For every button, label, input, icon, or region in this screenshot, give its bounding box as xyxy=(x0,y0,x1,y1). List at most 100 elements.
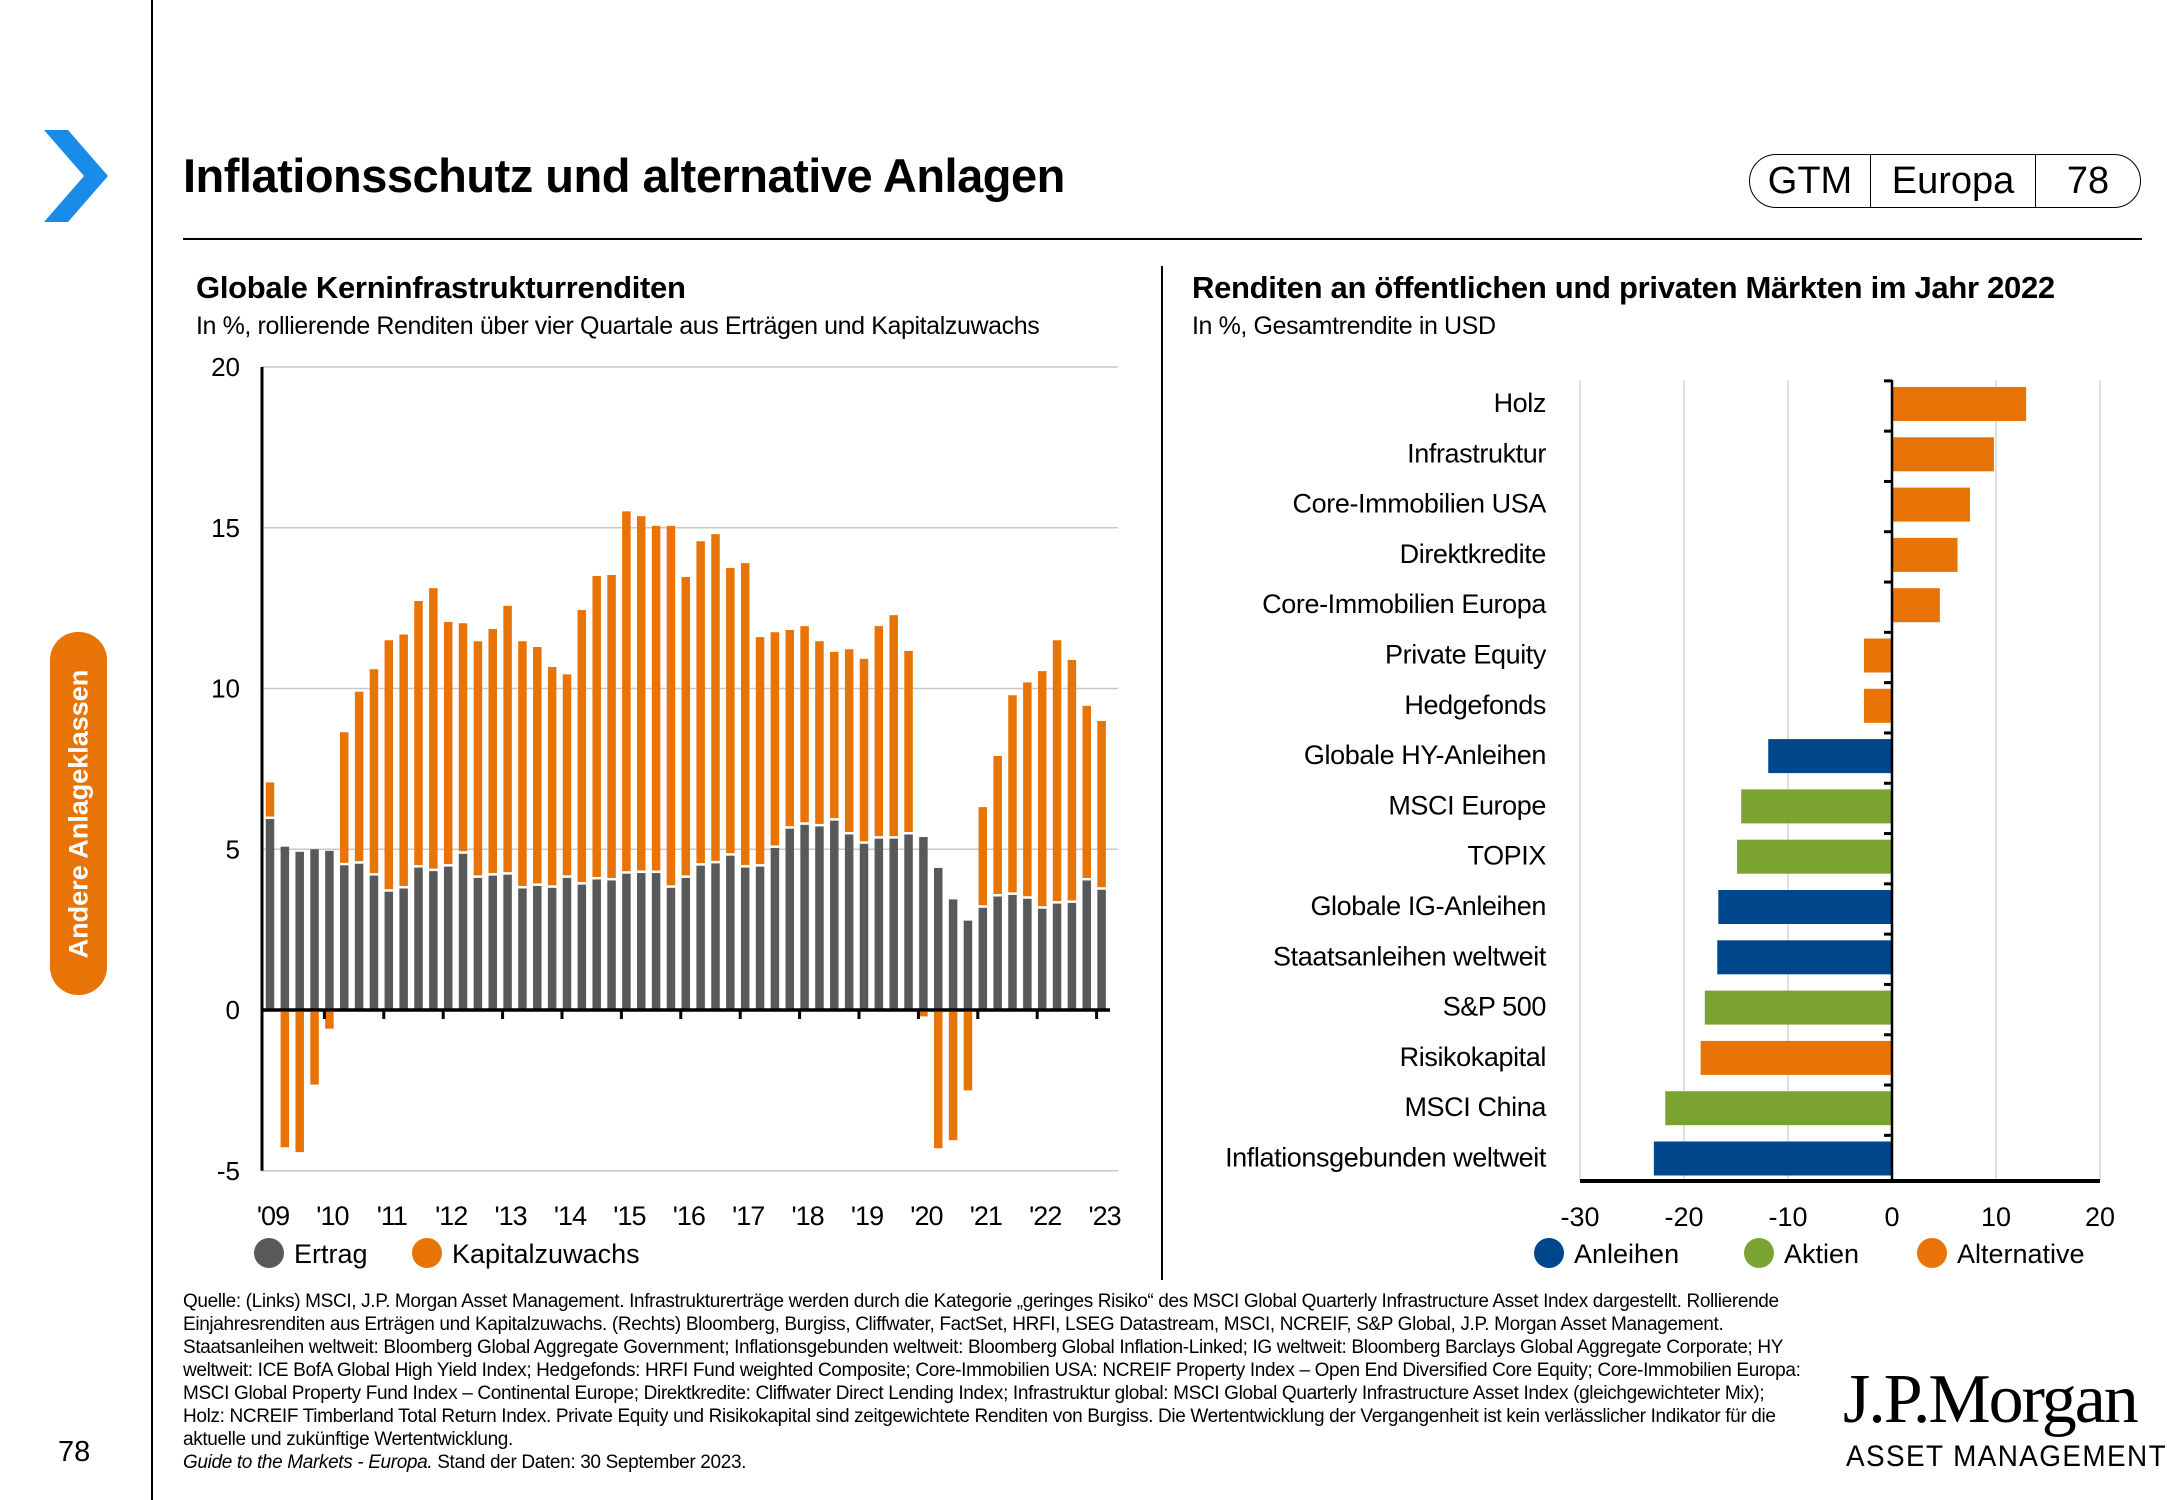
chevron-right-icon[interactable] xyxy=(40,130,112,222)
right-chart-subtitle: In %, Gesamtrendite in USD xyxy=(1192,312,1496,340)
bar-kapitalzuwachs xyxy=(325,1012,334,1029)
bar-ertrag xyxy=(844,834,854,1010)
bar-ertrag xyxy=(919,837,928,1010)
category-label: Holz xyxy=(1494,388,1546,418)
bar-kapitalzuwachs xyxy=(607,575,616,878)
left-chart-title: Globale Kerninfrastrukturrenditen xyxy=(196,270,686,305)
bar-kapitalzuwachs xyxy=(815,641,824,824)
bar-kapitalzuwachs xyxy=(919,1012,928,1017)
bar-ertrag xyxy=(1052,903,1062,1010)
bar-ertrag xyxy=(770,847,780,1010)
bar-kapitalzuwachs xyxy=(1052,640,1062,902)
x-tick-label: '18 xyxy=(792,1201,824,1231)
bar-ertrag xyxy=(815,826,824,1010)
y-tick-label: 20 xyxy=(211,352,240,382)
bar-kapitalzuwachs xyxy=(1097,720,1106,888)
pill-region: Europa xyxy=(1870,155,2036,207)
bar-ertrag xyxy=(622,873,631,1010)
bar-ertrag xyxy=(533,885,542,1010)
legend-marker-alternative xyxy=(1917,1238,1947,1268)
category-label: Private Equity xyxy=(1385,640,1547,670)
bar-kapitalzuwachs xyxy=(978,807,988,906)
bar-direktkredite xyxy=(1892,537,1958,572)
bar-ertrag xyxy=(325,850,334,1010)
footnote-guide: Guide to the Markets - Europa. xyxy=(183,1452,433,1473)
bar-kapitalzuwachs xyxy=(443,621,453,865)
y-tick-label: 15 xyxy=(211,513,240,543)
bar-ertrag xyxy=(1067,902,1077,1010)
bar-kapitalzuwachs xyxy=(637,516,646,871)
bar-kapitalzuwachs xyxy=(726,567,735,854)
bar-ertrag xyxy=(399,888,408,1010)
bar-kapitalzuwachs xyxy=(369,669,379,874)
bar-kapitalzuwachs xyxy=(800,626,809,823)
bar-ertrag xyxy=(859,843,869,1010)
bar-kapitalzuwachs xyxy=(399,634,408,886)
bar-ertrag xyxy=(503,874,512,1010)
legend-marker-ertrag xyxy=(254,1238,284,1268)
bar-ertrag xyxy=(800,824,809,1010)
page-number: 78 xyxy=(58,1436,91,1468)
bar-kapitalzuwachs xyxy=(1023,682,1032,897)
section-tab-andere-anlageklassen[interactable]: Andere Anlageklassen xyxy=(50,632,107,995)
header-rule xyxy=(183,238,2142,240)
bar-ertrag xyxy=(280,846,290,1010)
bar-topix xyxy=(1737,839,1892,874)
bar-ertrag xyxy=(1023,898,1032,1010)
bar-kapitalzuwachs xyxy=(592,575,601,877)
bar-holz xyxy=(1892,387,2027,421)
bar-ertrag xyxy=(369,875,379,1010)
left-chart-subtitle: In %, rollierende Renditen über vier Qua… xyxy=(196,312,1040,340)
bar-kapitalzuwachs xyxy=(948,1012,958,1141)
bar-kapitalzuwachs xyxy=(429,588,438,869)
section-pill: GTM Europa 78 xyxy=(1749,154,2141,208)
bar-kapitalzuwachs xyxy=(384,640,394,890)
bar-kapitalzuwachs xyxy=(666,525,676,886)
bar-kapitalzuwachs xyxy=(1037,671,1047,907)
category-label: MSCI Europe xyxy=(1388,790,1546,820)
bar-ertrag xyxy=(340,865,349,1010)
x-tick-label: '20 xyxy=(910,1201,942,1231)
y-tick-label: 10 xyxy=(211,674,240,704)
bar-ertrag xyxy=(295,851,304,1010)
bar-ertrag xyxy=(726,855,735,1010)
bar-ertrag xyxy=(1037,908,1047,1010)
x-tick-label: -10 xyxy=(1768,1202,1807,1232)
bar-ertrag xyxy=(963,920,973,1010)
bar-ertrag xyxy=(354,863,364,1010)
bar-kapitalzuwachs xyxy=(340,732,349,863)
bar-kapitalzuwachs xyxy=(859,658,869,842)
legend-marker-kapitalzuwachs xyxy=(412,1238,442,1268)
bar-kapitalzuwachs xyxy=(622,511,631,872)
bar-ertrag xyxy=(429,871,438,1010)
bar-ertrag xyxy=(681,877,691,1010)
bar-kapitalzuwachs xyxy=(458,623,468,852)
bar-kapitalzuwachs xyxy=(1067,659,1077,901)
bar-inflationsgebunden-weltweit xyxy=(1653,1141,1892,1176)
bar-kapitalzuwachs xyxy=(547,666,557,886)
bar-globale-ig-anleihen xyxy=(1718,890,1892,924)
x-tick-label: '15 xyxy=(613,1201,645,1231)
bar-kapitalzuwachs xyxy=(993,756,1002,895)
bar-kapitalzuwachs xyxy=(310,1012,319,1085)
bar-ertrag xyxy=(934,867,943,1010)
page-title: Inflationsschutz und alternative Anlagen xyxy=(183,149,1065,202)
bar-kapitalzuwachs xyxy=(889,615,898,837)
y-tick-label: 0 xyxy=(226,995,240,1025)
bar-ertrag xyxy=(1097,889,1106,1010)
left-chart: 20 15 10 5 0 -5 '09 '10 '11 '12 '13 '14 '15 '16 '17 '18… xyxy=(211,352,1122,1269)
right-chart: -30 -20 -10 0 10 20 Holz Infrastruktur Core-Immo… xyxy=(1225,379,2115,1269)
x-tick-label: '23 xyxy=(1089,1201,1121,1231)
category-label: Core-Immobilien Europa xyxy=(1262,589,1547,619)
y-tick-label: 5 xyxy=(226,834,240,864)
bar-ertrag xyxy=(473,877,483,1010)
x-tick-label: -30 xyxy=(1560,1202,1599,1232)
bar-ertrag xyxy=(488,875,497,1010)
bar-kapitalzuwachs xyxy=(518,641,527,886)
category-label: Core-Immobilien USA xyxy=(1293,489,1547,519)
legend-label-kapitalzuwachs: Kapitalzuwachs xyxy=(452,1239,640,1269)
bar-ertrag xyxy=(265,819,275,1010)
bar-kapitalzuwachs xyxy=(577,610,587,883)
x-tick-label: 20 xyxy=(2085,1202,2115,1232)
bar-ertrag xyxy=(592,879,601,1010)
